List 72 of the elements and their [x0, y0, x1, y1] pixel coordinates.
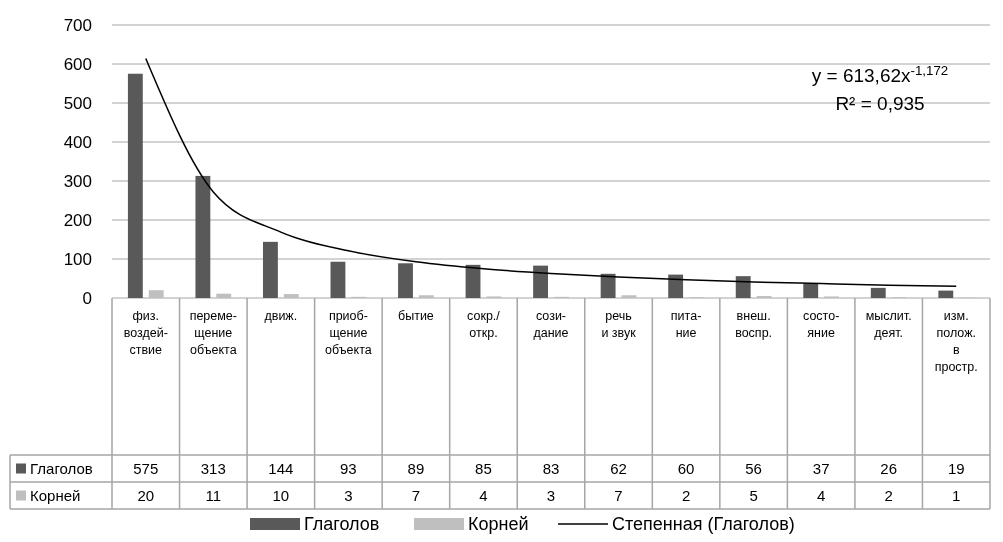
y-tick-label: 0 [82, 288, 92, 308]
data-label: 26 [880, 459, 898, 477]
bar [283, 294, 299, 298]
bar [127, 73, 143, 298]
bar [398, 263, 413, 298]
data-label: 575 [133, 459, 159, 477]
x-tick-label: физ. воздей- ствие [123, 309, 168, 357]
y-tick-label: 700 [63, 15, 92, 35]
bar [262, 241, 278, 298]
x-tick-label: сози- дание [533, 309, 569, 340]
data-label: 3 [546, 486, 556, 504]
data-label: 89 [407, 459, 425, 477]
data-label: 19 [947, 459, 965, 477]
bar [216, 293, 232, 298]
bar [870, 287, 886, 298]
data-label: 20 [137, 486, 155, 504]
data-label: 4 [816, 486, 826, 504]
data-label: 56 [745, 459, 762, 477]
y-tick-label: 500 [63, 93, 92, 113]
data-label: 83 [542, 459, 560, 477]
bar [938, 290, 954, 298]
data-label: 37 [812, 459, 830, 477]
data-label: 2 [681, 486, 691, 504]
x-tick-label: внеш. воспр. [735, 309, 773, 340]
bar [330, 261, 346, 298]
bar [195, 175, 211, 298]
legend-label: Степенная (Глаголов) [612, 514, 795, 535]
x-tick-label: движ. [264, 309, 298, 323]
x-tick-label: изм. полож. в простр. [934, 309, 978, 374]
y-tick-label: 200 [63, 210, 92, 230]
data-label: 10 [272, 486, 290, 504]
y-tick-label: 300 [63, 171, 92, 191]
bar [533, 265, 548, 298]
x-tick-label: речь и звук [601, 309, 637, 340]
data-label: 1 [952, 486, 961, 504]
bar [735, 276, 751, 298]
data-label: 85 [475, 459, 492, 477]
annotation: y = 613,62x$^{-1,172}$ [811, 62, 949, 86]
data-label: 7 [411, 486, 421, 504]
y-tick-label: 400 [63, 132, 92, 152]
bar [668, 274, 684, 298]
data-label: 11 [205, 486, 222, 504]
data-label: 60 [677, 459, 695, 477]
bar [803, 283, 819, 298]
data-label: 4 [479, 486, 488, 504]
y-tick-label: 600 [63, 54, 92, 74]
x-tick-label: пита- ние [670, 309, 702, 340]
x-tick-label: мыслит. деят. [865, 309, 912, 340]
data-label: 144 [268, 459, 294, 477]
x-tick-label: бытие [398, 309, 434, 323]
legend-label: Глаголов [30, 459, 93, 477]
y-tick-label: 100 [63, 249, 92, 269]
bar [621, 295, 637, 298]
bar [418, 295, 434, 298]
data-label: 3 [344, 486, 353, 504]
data-label: 93 [340, 459, 357, 477]
text: Корней [468, 514, 529, 535]
x-tick-label: приоб- щение объекта [325, 309, 372, 357]
line-series [145, 57, 957, 288]
x-tick-label: сокр./ откр. [467, 309, 501, 340]
text: Глаголов [304, 514, 380, 535]
data-label: 2 [884, 486, 893, 504]
legend-label: Корней [30, 486, 81, 504]
data-label: 5 [749, 486, 758, 504]
annotation: R² = 0,935 [835, 93, 925, 114]
data-label: 313 [200, 459, 226, 477]
x-tick-label: состо- яние [803, 309, 840, 340]
data-label: 7 [614, 486, 623, 504]
bar [600, 273, 616, 298]
data-label: 62 [610, 459, 627, 477]
bar [148, 290, 164, 298]
x-tick-label: переме- щение объекта [189, 309, 237, 357]
